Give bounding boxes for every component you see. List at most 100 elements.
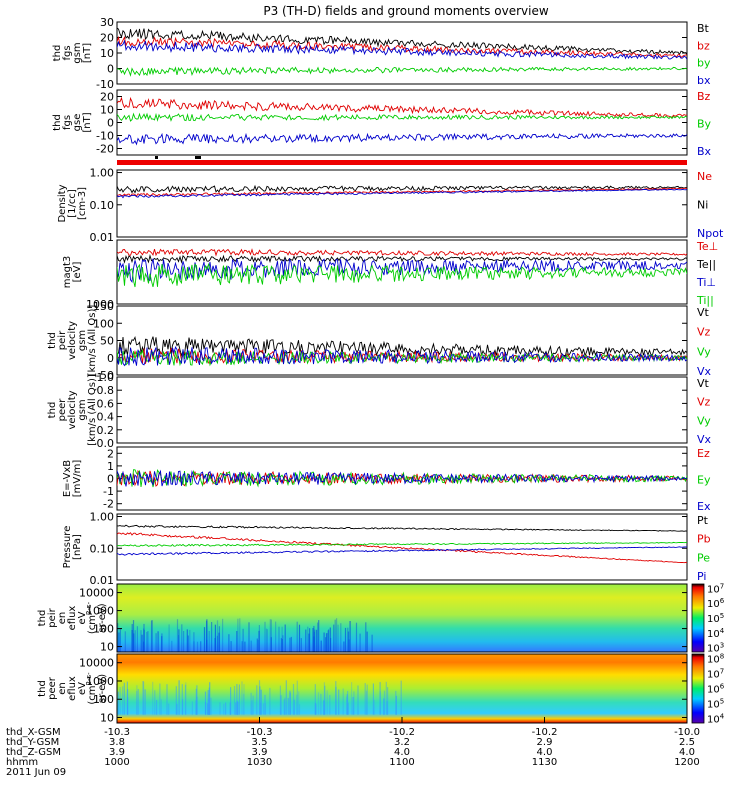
spectrogram-streak xyxy=(143,641,145,652)
series-group xyxy=(117,524,687,564)
series-Te⊥ xyxy=(117,248,687,257)
spectrogram-streak xyxy=(256,685,258,715)
y-tick-label: 0 xyxy=(107,473,114,486)
y-axis-label: [eV] xyxy=(72,262,83,283)
legend-entry: Pb xyxy=(697,533,711,546)
spectrogram-streak xyxy=(155,633,157,652)
series-Vz xyxy=(117,347,687,364)
spectrogram-streak xyxy=(230,687,232,715)
spectrogram-streak xyxy=(178,680,180,715)
spectrogram-streak xyxy=(238,684,240,715)
spectrogram-streak xyxy=(387,687,389,715)
spectrogram-streak xyxy=(252,695,254,715)
spectrogram-streak xyxy=(203,627,206,652)
legend-entry: Vx xyxy=(697,433,712,446)
series-group xyxy=(117,468,687,488)
spectrogram-streak xyxy=(285,680,287,715)
series-Bx xyxy=(117,132,687,146)
spectrogram-streak xyxy=(118,632,120,652)
spectrogram-streak xyxy=(300,638,302,652)
legend-entry: Vz xyxy=(697,396,711,409)
spectrogram-streak xyxy=(237,618,239,652)
spectrogram-streak xyxy=(184,684,187,715)
spectrogram-streak xyxy=(323,700,325,715)
spectrogram-streak xyxy=(379,682,381,715)
spectrogram-streak xyxy=(206,620,208,652)
spectrogram-streak xyxy=(250,640,252,652)
spectrogram-streak xyxy=(141,634,143,652)
spectrogram-streak xyxy=(316,629,318,652)
date-label: 2011 Jun 09 xyxy=(6,767,66,778)
spectrogram-streak xyxy=(160,699,162,715)
spectrogram-streak xyxy=(342,688,344,715)
y-tick-label: 0.6 xyxy=(97,397,115,410)
spectrogram-streak xyxy=(366,631,368,652)
spectrogram-streak xyxy=(248,622,250,652)
spectrogram-streak xyxy=(320,693,322,715)
spectrogram-streak xyxy=(168,703,170,715)
spectrogram-streak xyxy=(258,680,261,715)
spectrogram-streak xyxy=(336,618,338,652)
spectrogram-streak xyxy=(150,621,153,652)
status-mark xyxy=(155,156,158,159)
spectrogram-streak xyxy=(196,696,198,715)
spectrogram-streak xyxy=(204,691,207,715)
y-axis-label: [km/s (All Qs)] xyxy=(87,305,98,377)
spectrogram-streak xyxy=(343,641,345,652)
y-tick-label: 0.01 xyxy=(90,574,115,587)
series-Pe xyxy=(117,541,687,547)
spectrogram-streak xyxy=(290,636,292,652)
spectrogram-streak xyxy=(127,689,129,715)
series-Pb xyxy=(117,532,687,564)
spectrogram-streak xyxy=(325,637,327,652)
spectrogram-streak xyxy=(335,686,337,715)
spectrogram-streak xyxy=(395,695,397,715)
spectrogram-streak xyxy=(219,702,221,715)
spectrogram-streak xyxy=(214,638,216,652)
spectrogram-streak xyxy=(239,618,241,652)
spectrogram-streak xyxy=(236,684,238,715)
spectrogram-streak xyxy=(305,629,307,652)
x-axis: -10.33.83.91000-10.33.53.91030-10.23.24.… xyxy=(6,717,700,778)
panel-temperature: 1000 magt3 [eV] Te⊥ Te|| Ti⊥ Ti|| xyxy=(62,239,718,311)
legend-entry: Bx xyxy=(697,145,712,158)
x-tick-label-x_gsm: -10.0 xyxy=(674,727,700,738)
spectrogram-streak xyxy=(256,638,258,652)
series-Pi xyxy=(117,546,687,556)
legend-entry: Ey xyxy=(697,474,711,487)
spectrogram-streak xyxy=(298,624,301,652)
y-tick-label: -10 xyxy=(96,78,114,91)
spectrogram-streak xyxy=(152,681,154,715)
series-group xyxy=(117,96,687,146)
y-axis-label: peer xyxy=(57,398,68,422)
spectrogram-streak xyxy=(143,629,145,652)
legend-entry: Ez xyxy=(697,447,710,460)
spectrogram-streak xyxy=(355,622,358,652)
spectrogram-streak xyxy=(181,684,183,715)
status-bar xyxy=(117,160,687,165)
spectrogram-streak xyxy=(230,641,232,652)
spectrogram-streak xyxy=(171,640,173,652)
spectrogram-streak xyxy=(351,682,353,715)
y-tick-label: 1000 xyxy=(86,675,114,688)
spectrogram-streak xyxy=(323,682,325,715)
spectrogram-streak xyxy=(196,641,199,652)
series-Bt xyxy=(117,27,687,56)
spectrogram-streak xyxy=(161,633,163,652)
y-axis-label: velocity xyxy=(67,321,78,360)
series-By xyxy=(117,112,687,122)
x-tick-label-z_gsm: 4.0 xyxy=(537,747,553,758)
spectrogram-streak xyxy=(287,698,289,715)
spectrogram-streak xyxy=(214,624,216,652)
y-axis-label: thd xyxy=(52,45,63,62)
spectrogram-streak xyxy=(176,619,179,652)
spectrogram-streak xyxy=(328,629,330,652)
spectrogram-streak xyxy=(143,681,145,715)
spectrogram-streak xyxy=(191,701,193,715)
y-tick-label: 0.10 xyxy=(90,542,115,555)
y-axis-label: [nT] xyxy=(82,112,93,132)
spectrogram-streak xyxy=(222,618,224,652)
spectrogram-streak xyxy=(317,692,320,715)
legend-entry: Te|| xyxy=(696,258,716,271)
y-axis-label: sr-eV) xyxy=(97,603,108,632)
